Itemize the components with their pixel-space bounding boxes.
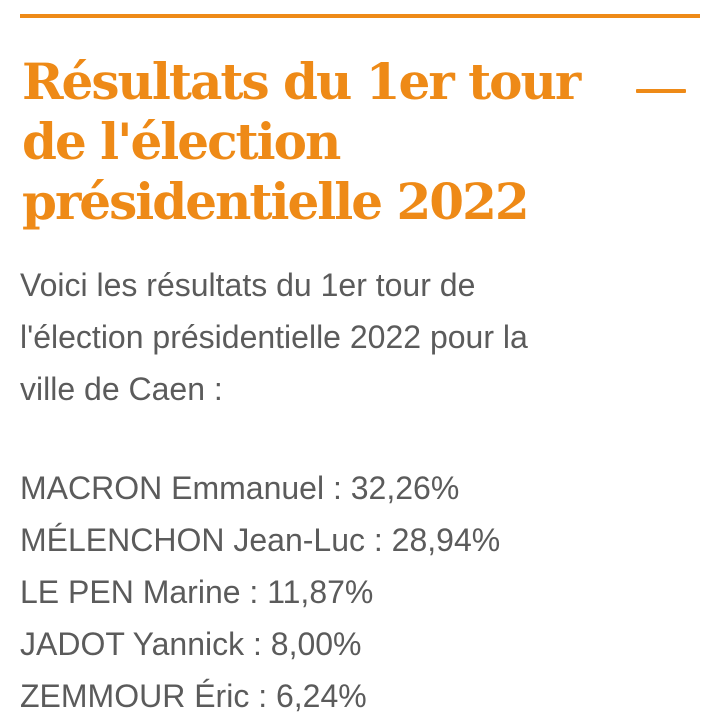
result-row: MÉLENCHON Jean-Luc : 28,94% <box>20 522 501 558</box>
collapse-minus-icon[interactable] <box>626 76 702 116</box>
minus-bar <box>636 89 686 93</box>
results-section-header[interactable]: Résultats du 1er tour de l'élection prés… <box>22 52 702 232</box>
result-row: LE PEN Marine : 11,87% <box>20 574 374 610</box>
results-list: MACRON Emmanuel : 32,26% MÉLENCHON Jean-… <box>20 462 700 722</box>
result-row: ZEMMOUR Éric : 6,24% <box>20 678 367 714</box>
intro-paragraph: Voici les résultats du 1er tour de l'éle… <box>20 267 528 407</box>
result-row: JADOT Yannick : 8,00% <box>20 626 362 662</box>
result-row: MACRON Emmanuel : 32,26% <box>20 470 460 506</box>
section-title: Résultats du 1er tour de l'élection prés… <box>22 52 581 231</box>
top-divider <box>20 14 700 18</box>
